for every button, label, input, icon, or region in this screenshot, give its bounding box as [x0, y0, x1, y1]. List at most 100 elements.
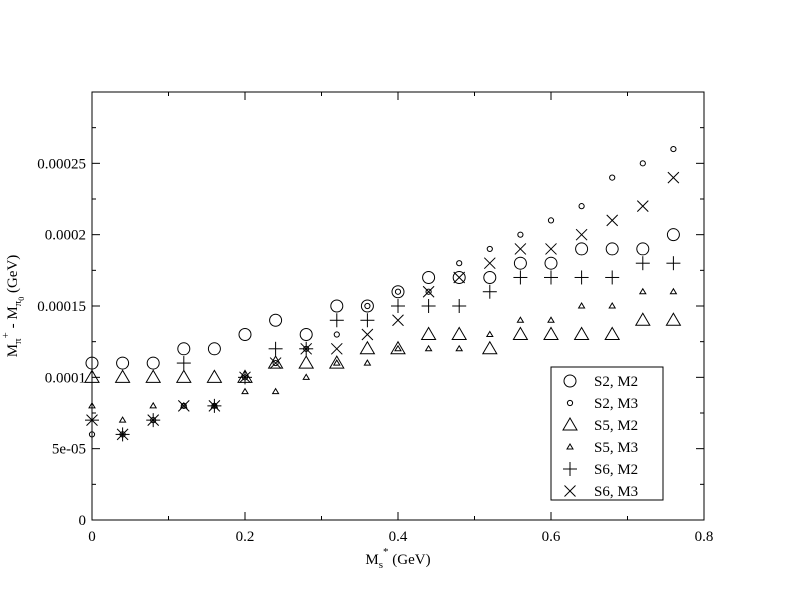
data-point	[421, 299, 436, 313]
data-point	[513, 270, 528, 285]
data-point	[604, 326, 621, 341]
series-4	[88, 287, 678, 423]
data-point	[420, 326, 437, 341]
data-point	[483, 257, 496, 270]
data-point	[208, 400, 221, 412]
x-axis-ticks: 0 0.2 0.4 0.6 0.8	[88, 92, 713, 545]
data-point	[605, 270, 620, 285]
data-point	[179, 401, 188, 409]
y-tick-label: 0.0001	[45, 370, 86, 386]
data-point	[422, 285, 435, 298]
data-point	[177, 342, 191, 356]
legend-label: S6, M3	[594, 484, 638, 500]
y-axis-ticks: 0 5e-05 0.0001 0.00015 0.0002 0.00025	[37, 127, 704, 529]
data-point	[206, 369, 223, 383]
y-tick-label: 0.00015	[37, 299, 86, 315]
data-point	[332, 359, 341, 366]
legend-marker	[566, 399, 574, 407]
data-point	[118, 416, 127, 423]
y-tick-label: 0.0002	[45, 228, 86, 244]
data-point	[207, 342, 221, 356]
data-point	[516, 316, 525, 323]
data-point	[175, 369, 192, 383]
data-point	[268, 341, 283, 356]
data-point	[578, 203, 585, 210]
data-point	[670, 145, 677, 153]
data-point	[269, 357, 282, 369]
data-point	[298, 355, 315, 369]
legend-marker	[563, 374, 577, 388]
x-tick-label: 0.2	[236, 529, 255, 545]
data-point	[486, 245, 493, 253]
data-point	[481, 340, 498, 355]
data-point	[149, 401, 158, 409]
data-point	[605, 242, 619, 256]
data-point	[241, 387, 249, 395]
legend-marker	[563, 462, 577, 476]
legend: S2, M2 S2, M3 S5, M2 S5, M3 S6, M2 S6, M3	[550, 366, 664, 501]
data-point	[329, 313, 344, 328]
data-markers	[84, 145, 682, 442]
series-1	[85, 228, 680, 370]
x-axis-label: Ms* (GeV)	[365, 546, 430, 571]
data-point	[85, 356, 99, 370]
data-point	[666, 256, 681, 271]
data-point	[452, 299, 467, 313]
y-tick-label: 5e-05	[52, 442, 86, 458]
data-point	[271, 387, 280, 395]
data-point	[575, 228, 588, 241]
data-point	[364, 302, 371, 310]
data-point	[422, 270, 436, 284]
data-point	[635, 256, 650, 271]
data-point	[636, 200, 649, 212]
legend-label: S2, M2	[594, 374, 638, 390]
data-point	[114, 369, 131, 383]
data-point	[361, 328, 374, 341]
data-point	[359, 340, 376, 355]
data-point	[606, 214, 619, 227]
data-point	[394, 288, 402, 295]
data-point	[513, 256, 527, 270]
data-point	[116, 428, 129, 441]
series-6	[86, 171, 680, 441]
data-point	[330, 342, 343, 355]
data-point	[146, 356, 160, 370]
data-point	[88, 401, 96, 409]
data-point	[145, 369, 162, 383]
data-point	[452, 270, 466, 284]
data-point	[88, 431, 96, 438]
legend-marker	[562, 417, 578, 431]
data-point	[272, 359, 279, 367]
data-point	[360, 299, 374, 313]
data-point	[238, 328, 252, 342]
data-point	[177, 400, 190, 412]
data-point	[300, 342, 313, 355]
data-point	[485, 330, 494, 338]
data-point	[512, 326, 529, 341]
legend-label: S5, M2	[594, 418, 638, 434]
data-point	[299, 328, 313, 342]
legend-label: S2, M3	[594, 396, 638, 412]
data-point	[573, 326, 590, 341]
data-point	[391, 299, 405, 313]
series-5	[85, 256, 681, 442]
data-point	[544, 256, 558, 270]
x-tick-label: 0.4	[389, 529, 408, 545]
data-point	[636, 242, 650, 256]
data-point	[147, 414, 160, 426]
legend-marker	[566, 443, 574, 450]
data-point	[360, 313, 375, 328]
x-tick-label: 0	[88, 529, 96, 545]
data-point	[269, 313, 283, 327]
y-axis-label: Mπ+ - Mπ0 (GeV)	[0, 255, 26, 358]
data-point	[363, 359, 372, 366]
data-point	[609, 174, 616, 181]
data-point	[667, 171, 680, 184]
data-point	[391, 285, 405, 299]
data-point	[424, 344, 433, 352]
data-point	[455, 344, 464, 352]
x-tick-label: 0.8	[695, 529, 714, 545]
data-point	[577, 302, 586, 309]
data-point	[639, 160, 646, 167]
